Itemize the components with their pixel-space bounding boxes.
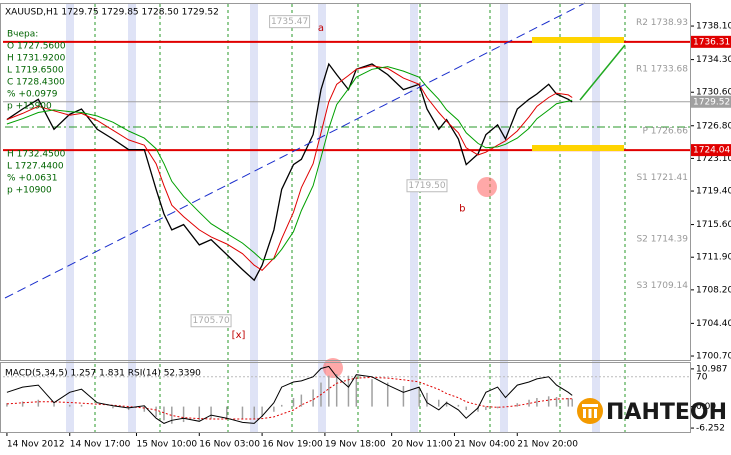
pivot-label: R1 1733.68 — [636, 65, 688, 75]
info-line: % +0.0631 — [7, 174, 57, 184]
annotation: a — [318, 23, 324, 34]
x-tick-label: 21 Nov 04:00 — [454, 440, 515, 450]
support-zone — [532, 145, 624, 151]
pivot-label: P 1726.66 — [642, 126, 688, 136]
x-tick-label: 20 Nov 11:00 — [392, 440, 453, 450]
x-tick-label: 16 Nov 03:00 — [199, 440, 260, 450]
level-label: 1724.04 — [693, 146, 730, 156]
header: XAUUSD,H1 1729.75 1729.85 1728.50 1729.5… — [5, 8, 219, 18]
level-box — [691, 95, 731, 108]
session-band — [318, 4, 326, 432]
annotation: 1735.47 — [271, 17, 308, 27]
info-line: L 1727.4400 — [7, 162, 64, 172]
x-tick-label: 14 Nov 17:00 — [70, 440, 131, 450]
info-line: p +10900 — [7, 186, 52, 196]
session-band — [66, 4, 74, 432]
macd-panel: MACD(5,34,5) 1.257 1.831 RSI(14) 52.3390… — [3, 364, 728, 434]
main-panel: 1738.10 1734.30 1730.60 1726.80 1723.10 1719.… — [3, 15, 731, 450]
level-box — [691, 144, 731, 157]
info-line: p +15900 — [7, 102, 52, 112]
annotation: b — [459, 204, 465, 215]
y-tick-label: 10.987 — [696, 364, 728, 374]
level-label: 1729.52 — [693, 97, 730, 107]
macd-frame — [0, 362, 691, 433]
logo-icon — [588, 409, 592, 418]
logo-icon — [582, 404, 598, 407]
info-line: C 1728.4300 — [7, 78, 65, 88]
y-tick-label: 1730.60 — [696, 88, 731, 98]
rsi-line — [6, 365, 573, 424]
trend-line — [4, 2, 586, 299]
session-band — [592, 4, 600, 432]
y2-tick-label: 70 — [696, 372, 708, 382]
x-tick-label: 19 Nov 18:00 — [325, 440, 386, 450]
main-frame — [0, 3, 691, 361]
info-line: Вчера: — [7, 30, 38, 40]
x-tick-label: 21 Nov 20:00 — [517, 440, 578, 450]
info-line: % +0.0979 — [7, 90, 58, 100]
session-band — [410, 4, 418, 432]
pivot-label: S2 1714.39 — [636, 235, 688, 245]
y-tick-label: 1708.20 — [696, 285, 731, 295]
y-tick-label: 1704.40 — [696, 319, 731, 329]
y-tick-label: 1723.10 — [696, 154, 731, 164]
macd-title: MACD(5,34,5) 1.257 1.831 RSI(14) 52.3390 — [5, 369, 201, 379]
pivot-label: S1 1721.41 — [636, 173, 688, 183]
moving-average — [6, 66, 573, 261]
annotation: 1719.50 — [408, 181, 445, 191]
info-line: H 1731.9200 — [7, 54, 66, 64]
logo-icon — [583, 409, 586, 418]
x-tick-label: 15 Nov 10:00 — [136, 440, 197, 450]
x-tick-label: 16 Nov 19:00 — [262, 440, 323, 450]
level-box — [691, 35, 731, 48]
resistance-zone — [532, 37, 624, 43]
info-line: L 1719.6500 — [7, 66, 64, 76]
price-line — [6, 62, 573, 282]
annotation-box — [406, 179, 448, 193]
signal-line — [6, 376, 573, 420]
logo-icon — [594, 409, 597, 418]
logo-text: ПАНТЕОН — [606, 400, 727, 425]
pivot-label: S3 1709.14 — [636, 281, 688, 291]
y-tick-label: 1711.90 — [696, 253, 731, 263]
highlight-circle — [477, 177, 497, 197]
y-tick-label: -6.252 — [696, 424, 725, 434]
session-band — [250, 4, 258, 432]
y-tick-label: 1726.80 — [696, 121, 731, 131]
y-tick-label: 1719.40 — [696, 187, 731, 197]
annotation: 1705.70 — [192, 316, 229, 326]
forecast-line — [579, 44, 626, 101]
info-line: O 1727.5600 — [7, 42, 66, 52]
y-tick-label: 1700.70 — [696, 352, 731, 362]
info-line: H 1732.4500 — [7, 150, 66, 160]
level-label: 1736.31 — [693, 37, 730, 47]
info-panel: XAUUSD,H1 1729.75 1729.85 1728.50 1729.5… — [5, 8, 219, 196]
logo: ПАНТЕОН — [577, 398, 727, 425]
pivot-label: R2 1738.93 — [636, 18, 688, 28]
session-band — [128, 4, 136, 432]
annotation: [x] — [232, 330, 246, 341]
y-tick-label: 0.00 — [696, 402, 716, 412]
session-band — [500, 4, 508, 432]
y-tick-label: 1715.60 — [696, 220, 731, 230]
annotation-box — [190, 314, 232, 328]
x-tick-label: 14 Nov 2012 — [7, 440, 65, 450]
y-tick-label: 1738.10 — [696, 22, 731, 32]
y-tick-label: 1734.30 — [696, 55, 731, 65]
moving-average — [6, 65, 573, 272]
annotation-box — [269, 15, 311, 29]
